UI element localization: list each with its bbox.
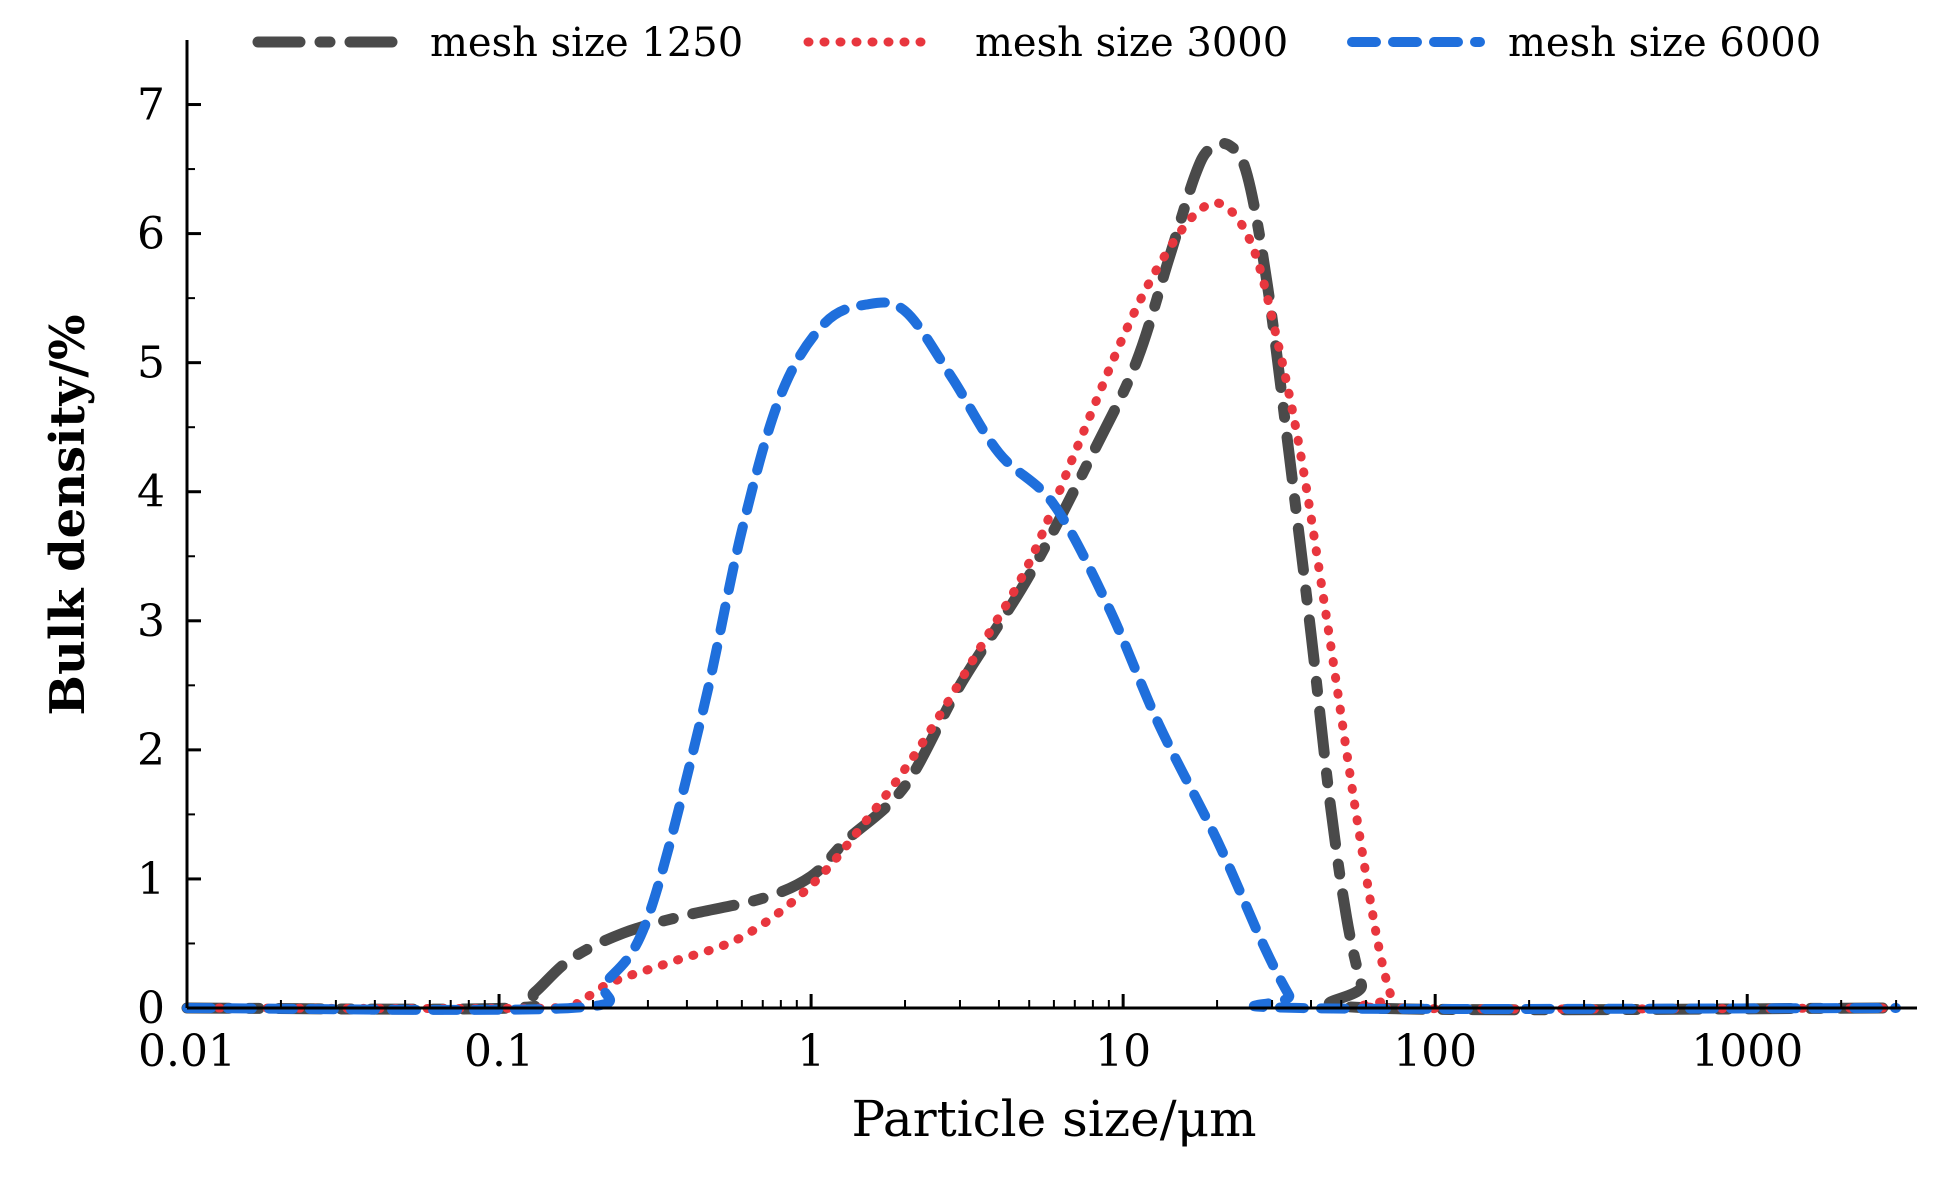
series-line-1 <box>181 137 1902 1016</box>
x-axis-title: Particle size/μm <box>851 1090 1256 1148</box>
y-tick-label: 2 <box>137 725 165 776</box>
y-tick-label: 6 <box>137 209 165 260</box>
x-tick-label: 0.1 <box>464 1026 534 1077</box>
x-tick-label: 1 <box>797 1026 825 1077</box>
axes: 0 1 2 3 4 5 6 7 0.01 0.1 1 10 100 1000 <box>137 40 1917 1077</box>
x-tick-label: 100 <box>1393 1026 1477 1077</box>
y-tick-label: 1 <box>137 854 165 905</box>
legend-label-1: mesh size 1250 <box>430 20 743 66</box>
x-tick-label: 10 <box>1095 1026 1151 1077</box>
y-tick-label: 4 <box>137 467 165 518</box>
y-tick-label: 7 <box>137 80 165 131</box>
series-line-2 <box>182 198 1901 1014</box>
y-axis-title: Bulk density/% <box>40 314 96 715</box>
x-tick-label: 0.01 <box>138 1026 236 1077</box>
x-tick-label: 1000 <box>1691 1026 1803 1077</box>
y-tick-label: 0 <box>137 983 165 1034</box>
y-tick-label: 5 <box>137 338 165 389</box>
series-line-3 <box>182 297 1902 1015</box>
legend-label-2: mesh size 3000 <box>975 20 1288 66</box>
legend: mesh size 1250 mesh size 3000 mesh size 60… <box>252 20 1821 66</box>
legend-label-3: mesh size 6000 <box>1508 20 1821 66</box>
series-layer <box>181 137 1902 1016</box>
y-tick-label: 3 <box>137 596 165 647</box>
